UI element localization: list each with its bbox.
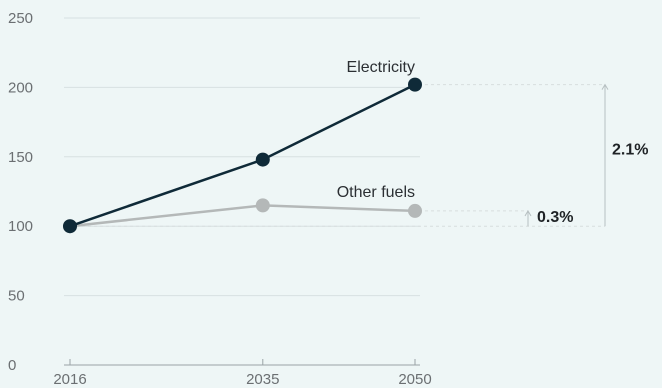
data-point (255, 152, 270, 167)
y-axis-ticks: 0 50 100 150 200 250 (8, 10, 33, 374)
series-line-electricity (69, 83, 416, 228)
y-tick-label: 50 (8, 288, 25, 305)
series-lines (63, 77, 422, 234)
x-tick-label: 2016 (53, 371, 86, 388)
y-tick-label: 200 (8, 79, 33, 96)
series-name-label: Other fuels (337, 184, 415, 201)
growth-guides (70, 83, 609, 227)
data-point (408, 203, 422, 218)
x-axis-ticks: 2016 2035 2050 (53, 359, 432, 388)
series-labels: 2.1% 0.3% Electricity Other fuels (337, 59, 649, 226)
x-tick-label: 2035 (246, 371, 279, 388)
data-point (408, 77, 422, 92)
y-tick-label: 100 (8, 218, 33, 235)
x-tick-label: 2050 (398, 371, 431, 388)
data-point (255, 198, 270, 213)
y-tick-label: 150 (8, 149, 33, 166)
growth-rate-label: 0.3% (537, 209, 573, 226)
data-point (63, 219, 77, 234)
y-tick-label: 250 (8, 10, 33, 27)
growth-arrowhead (601, 83, 609, 90)
growth-rate-label: 2.1% (612, 142, 648, 159)
series-name-label: Electricity (347, 59, 415, 76)
y-tick-label: 0 (8, 357, 16, 374)
growth-arrowhead (524, 209, 532, 217)
gridlines (64, 17, 420, 366)
